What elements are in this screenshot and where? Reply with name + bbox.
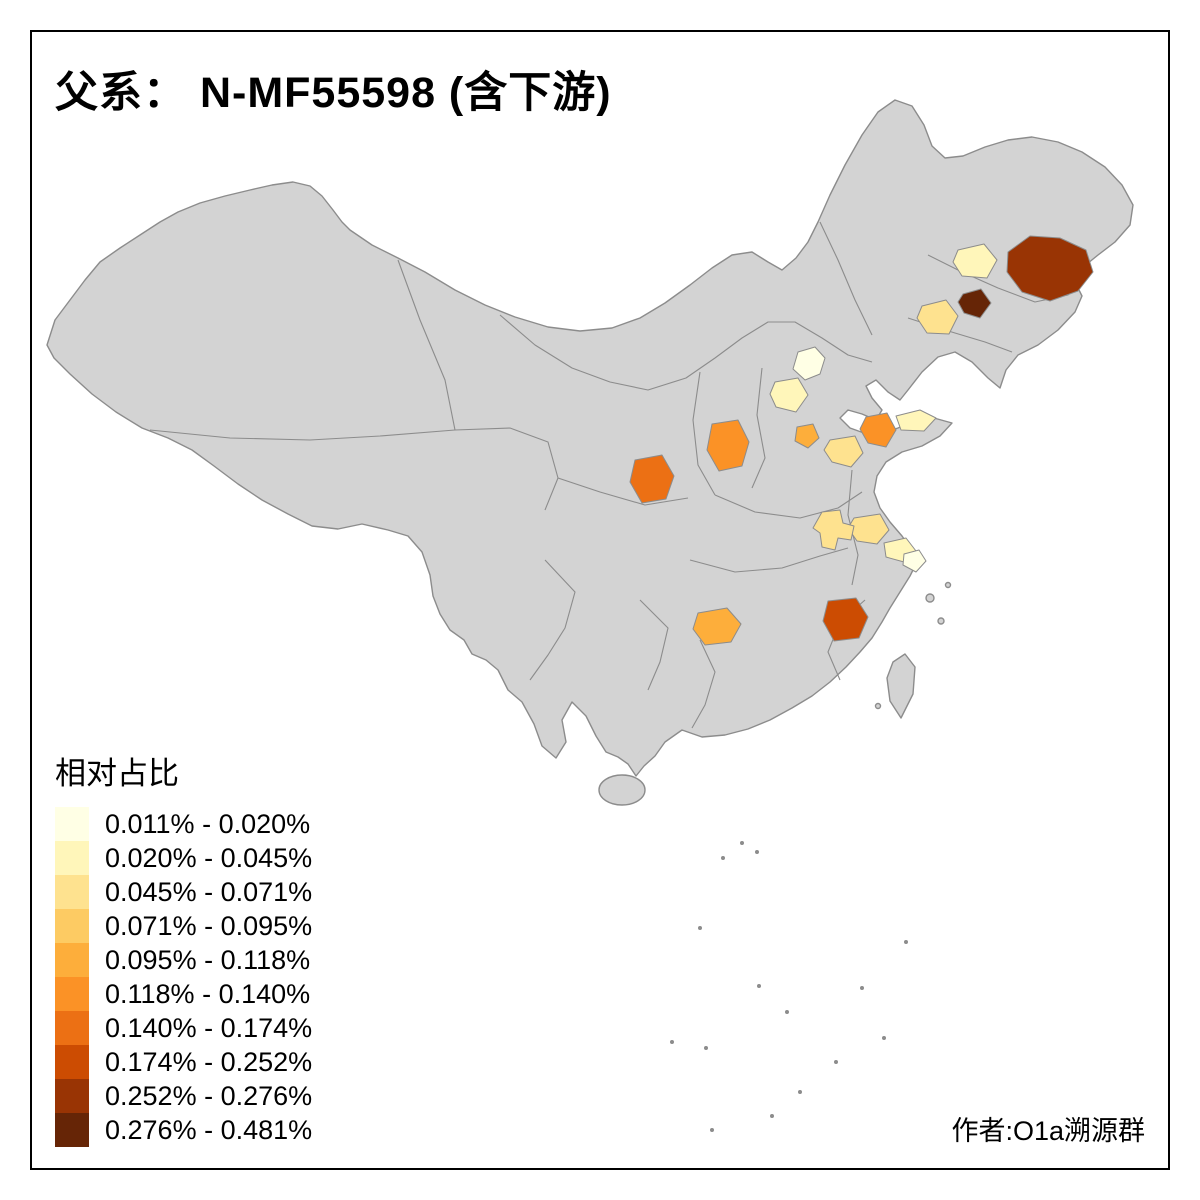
map-region-hebei-south xyxy=(794,423,820,449)
coastal-islet-2 xyxy=(944,581,952,589)
legend-label: 0.095% - 0.118% xyxy=(105,944,311,975)
map-region-heilongjiang-south xyxy=(952,243,998,279)
mainland xyxy=(46,99,1134,777)
legend-label: 0.011% - 0.020% xyxy=(105,808,311,839)
legend-row: 0.174% - 0.252% xyxy=(55,1045,312,1079)
legend-row: 0.020% - 0.045% xyxy=(55,841,312,875)
author-credit: 作者:O1a溯源群 xyxy=(951,1116,1145,1146)
mainland-outline xyxy=(46,99,1134,777)
legend-color-swatch xyxy=(55,1079,89,1113)
legend: 相对占比 0.011% - 0.020% 0.020% - 0.045% 0.0… xyxy=(55,748,312,1147)
map-region-jiangxi-central xyxy=(822,597,869,642)
legend-row: 0.276% - 0.481% xyxy=(55,1113,312,1147)
legend-color-swatch xyxy=(55,875,89,909)
legend-color-swatch xyxy=(55,943,89,977)
legend-label: 0.118% - 0.140% xyxy=(105,978,311,1009)
map-region-shanxi-south xyxy=(706,419,750,472)
map-region-anhui-east xyxy=(812,509,855,551)
legend-row: 0.011% - 0.020% xyxy=(55,807,312,841)
legend-color-swatch xyxy=(55,1113,89,1147)
hainan-island xyxy=(598,774,646,806)
coastal-islet-1 xyxy=(937,617,945,625)
map-region-guizhou-east xyxy=(692,607,742,646)
map-region-shanghai-adjacent xyxy=(902,549,927,573)
zhoushan-islet xyxy=(925,593,935,603)
map-region-liaoning-west xyxy=(916,299,959,335)
legend-row: 0.118% - 0.140% xyxy=(55,977,312,1011)
legend-row: 0.045% - 0.071% xyxy=(55,875,312,909)
legend-color-swatch xyxy=(55,977,89,1011)
map-region-jilin-city xyxy=(957,288,992,319)
legend-label: 0.045% - 0.071% xyxy=(105,876,313,907)
legend-row: 0.140% - 0.174% xyxy=(55,1011,312,1045)
taiwan-island xyxy=(886,653,916,719)
map-region-jilin-main xyxy=(1006,235,1094,302)
legend-label: 0.020% - 0.045% xyxy=(105,842,313,873)
legend-color-swatch xyxy=(55,841,89,875)
legend-color-swatch xyxy=(55,909,89,943)
legend-row: 0.095% - 0.118% xyxy=(55,943,312,977)
legend-row: 0.252% - 0.276% xyxy=(55,1079,312,1113)
legend-label: 0.071% - 0.095% xyxy=(105,910,313,941)
map-region-shaanxi-central xyxy=(629,454,675,504)
map-region-shandong-east xyxy=(895,409,937,432)
map-region-shandong-west xyxy=(823,435,864,468)
legend-label: 0.252% - 0.276% xyxy=(105,1080,313,1111)
map-region-beijing xyxy=(792,346,826,381)
legend-items: 0.011% - 0.020% 0.020% - 0.045% 0.045% -… xyxy=(55,807,312,1147)
legend-label: 0.140% - 0.174% xyxy=(105,1012,313,1043)
page-title: 父系： N-MF55598 (含下游) xyxy=(55,69,612,117)
legend-color-swatch xyxy=(55,1011,89,1045)
legend-label: 0.276% - 0.481% xyxy=(105,1114,313,1145)
legend-color-swatch xyxy=(55,807,89,841)
legend-title: 相对占比 xyxy=(55,756,179,791)
penghu-islet xyxy=(874,702,882,710)
sea-islets xyxy=(670,841,908,1132)
legend-color-swatch xyxy=(55,1045,89,1079)
highlighted-regions xyxy=(629,235,1094,646)
islands xyxy=(598,581,952,806)
map-region-hebei-central xyxy=(769,377,809,413)
legend-label: 0.174% - 0.252% xyxy=(105,1046,313,1077)
legend-row: 0.071% - 0.095% xyxy=(55,909,312,943)
map-region-shandong-central xyxy=(859,412,897,448)
